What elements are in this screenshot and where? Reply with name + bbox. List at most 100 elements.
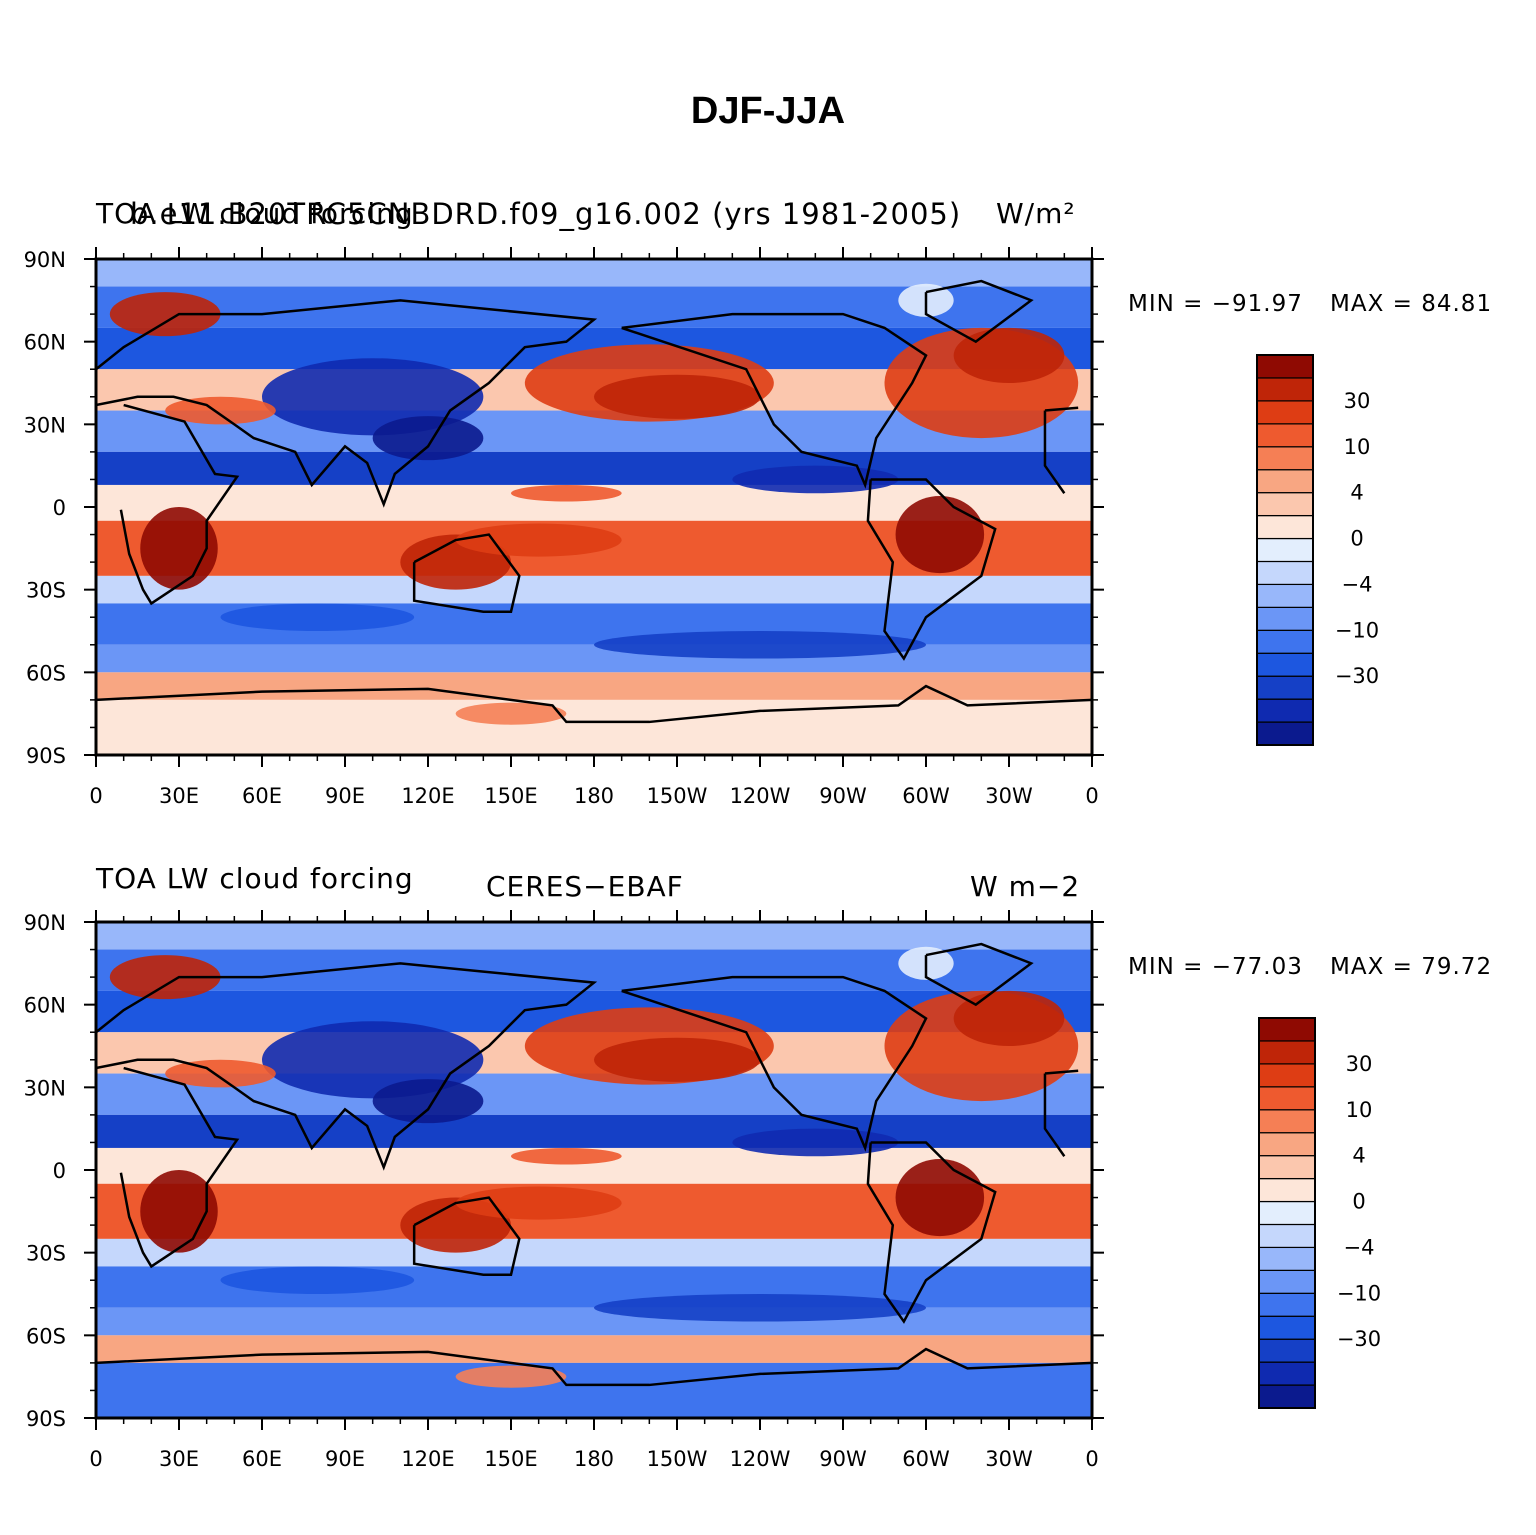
colorbar-swatch [1258, 1338, 1316, 1363]
max-label: MAX = 79.72 [1330, 954, 1493, 980]
y-tick-label: 60S [26, 661, 66, 685]
field-region [372, 1079, 484, 1124]
colorbar-swatch [1258, 1200, 1316, 1226]
colorbar-swatch [1258, 1086, 1316, 1111]
field-region [594, 1037, 760, 1082]
map-panel-observations: TOA LW cloud forcing CERES−EBAF W m−2 MI… [0, 858, 1536, 1518]
x-tick-label: 0 [1085, 1447, 1098, 1471]
colorbar-swatch [1256, 652, 1314, 677]
y-tick-label: 60S [26, 1324, 66, 1348]
colorbar-swatch [1256, 721, 1314, 746]
y-tick-label: 0 [53, 1159, 66, 1183]
field-region [109, 955, 221, 1000]
field-region [455, 1365, 567, 1388]
field-region [262, 1021, 484, 1099]
field-region [895, 495, 985, 574]
colorbar-label: 30 [1346, 1052, 1373, 1076]
colorbar-frame [1256, 354, 1314, 746]
colorbar-label: 4 [1352, 1144, 1365, 1168]
map-panel-model: TOA LW cloud forcing b.e11.B20TRC5CNBDRD… [0, 195, 1536, 855]
panel-left-title: TOA LW cloud forcing [96, 862, 414, 895]
colorbar-label: −4 [1342, 572, 1373, 596]
x-tick-label: 30E [159, 1447, 199, 1471]
coastline [924, 279, 1034, 344]
field-region [510, 484, 622, 502]
y-tick-label: 90N [24, 248, 66, 272]
coastline [119, 403, 1079, 606]
y-tick-label: 60N [24, 331, 66, 355]
y-tick-label: 30N [24, 1076, 66, 1100]
colorbar-swatch [1258, 1017, 1316, 1042]
coastline [96, 684, 1092, 724]
field-region [455, 1186, 622, 1220]
colorbar-swatch [1258, 1063, 1316, 1088]
y-tick-label: 60N [24, 994, 66, 1018]
field-region [594, 374, 760, 419]
colorbar-swatch [1256, 469, 1314, 494]
y-tick-label: 90S [26, 1407, 66, 1431]
min-label: MIN = −91.97 [1128, 291, 1303, 317]
x-tick-label: 90E [325, 784, 365, 808]
field-band [96, 451, 1092, 485]
panel-units: W m−2 [970, 870, 1081, 903]
field-region [732, 465, 899, 494]
y-tick-label: 0 [53, 496, 66, 520]
x-tick-label: 120W [730, 1447, 791, 1471]
colorbar-label: 4 [1350, 481, 1363, 505]
colorbar-swatch [1256, 698, 1314, 723]
x-tick-label: 90E [325, 1447, 365, 1471]
colorbar-swatch [1256, 446, 1314, 471]
panel-left-title: TOA LW cloud forcing [96, 197, 414, 230]
field-region [895, 1158, 985, 1237]
field-layer [96, 259, 1092, 755]
map-svg: 90N 60N 30N 0 30S 60S 90S 0 30E 60E 90E 120E 150E 180… [24, 910, 1381, 1471]
y-tick-label: 90N [24, 911, 66, 935]
field-region [140, 1170, 218, 1253]
x-tick-label: 120E [401, 784, 454, 808]
x-tick-label: 30W [985, 784, 1033, 808]
colorbar-label: 30 [1344, 389, 1371, 413]
x-tick-label: 0 [89, 784, 102, 808]
colorbar-swatch [1258, 1155, 1316, 1180]
field-layer [96, 922, 1092, 1418]
field-band [96, 699, 1092, 755]
colorbar-swatch [1258, 1132, 1316, 1157]
field-band [96, 259, 1092, 287]
colorbar-swatch [1256, 537, 1314, 563]
colorbar-frame [1258, 1017, 1316, 1409]
field-region [109, 292, 221, 337]
field-region [953, 990, 1065, 1046]
colorbar-swatch [1256, 377, 1314, 402]
x-tick-label: 150E [484, 1447, 537, 1471]
x-tick-label: 60E [242, 784, 282, 808]
x-tick-label: 60E [242, 1447, 282, 1471]
y-tick-label: 30S [26, 579, 66, 603]
colorbar-swatch [1256, 400, 1314, 425]
colorbar-swatch [1258, 1040, 1316, 1065]
field-region [594, 631, 926, 659]
coastline [924, 942, 1034, 1007]
colorbar-swatch [1256, 354, 1314, 379]
coastline [412, 1196, 521, 1276]
colorbar-label: −10 [1337, 1281, 1381, 1305]
field-region [510, 1147, 622, 1165]
x-tick-label: 0 [1085, 784, 1098, 808]
field-region [165, 396, 276, 425]
field-band [96, 922, 1092, 950]
panel-center-title: CERES−EBAF [486, 870, 684, 903]
colorbar-swatch [1258, 1109, 1316, 1134]
colorbar-swatch [1258, 1177, 1316, 1203]
colorbar-swatch [1256, 629, 1314, 654]
map-svg: 90N 60N 30N 0 30S 60S 90S 0 30E 60E 90E 120E 150E 180… [24, 247, 1379, 808]
field-band [96, 1238, 1092, 1267]
colorbar-label: −30 [1335, 664, 1379, 688]
coastline [866, 478, 997, 661]
x-tick-label: 150W [647, 1447, 708, 1471]
y-tick-label: 90S [26, 744, 66, 768]
field-band [96, 644, 1092, 673]
max-label: MAX = 84.81 [1330, 291, 1493, 317]
colorbar-swatch [1258, 1292, 1316, 1317]
colorbar-swatch [1256, 423, 1314, 448]
field-band [96, 575, 1092, 604]
panel-center-title: b.e11.B20TRC5CNBDRD.f09_g16.002 (yrs 198… [130, 197, 962, 231]
